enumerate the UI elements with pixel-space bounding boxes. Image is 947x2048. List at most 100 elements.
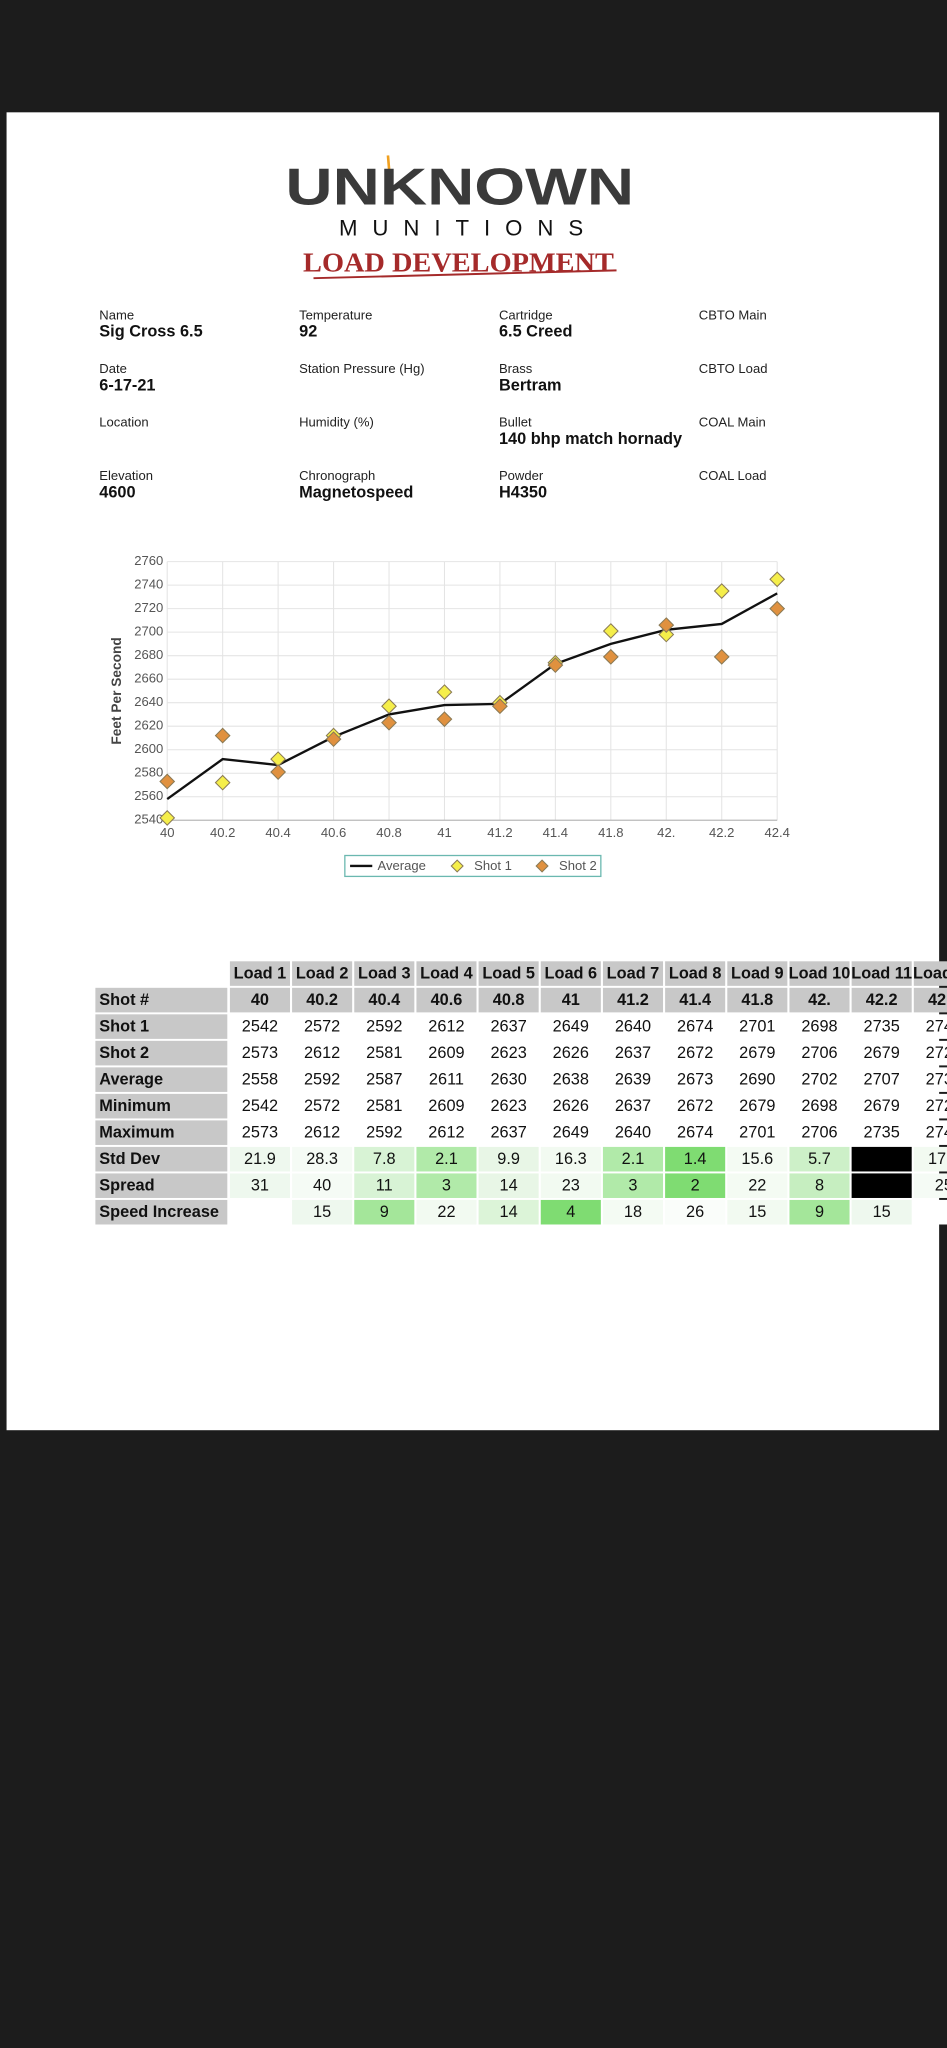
table-cell <box>478 1093 539 1119</box>
row-label-cell <box>95 1199 228 1225</box>
table-cell <box>602 1067 664 1092</box>
table-cell <box>478 1120 539 1145</box>
table-cell <box>540 1120 601 1145</box>
table-cell <box>540 1173 601 1198</box>
field-value: H4350 <box>499 483 547 501</box>
table-cell <box>540 1199 601 1225</box>
table-cell <box>354 1014 415 1039</box>
table-cell <box>478 1146 539 1172</box>
cell-value: 42. <box>808 991 831 1009</box>
shot-marker <box>658 617 675 634</box>
row-label-cell <box>95 1067 228 1092</box>
table-cell <box>540 987 601 1013</box>
row-label: Average <box>99 1071 163 1089</box>
average-line <box>166 592 778 801</box>
cell-value: 2612 <box>304 1044 340 1062</box>
header-cell <box>416 961 477 986</box>
table-cell <box>416 1199 477 1225</box>
table-cell <box>602 1093 664 1119</box>
table-cell <box>229 1120 290 1145</box>
table-cell <box>602 1014 664 1039</box>
table-cell <box>292 1040 353 1066</box>
field-label: Cartridge <box>499 308 553 323</box>
table-cell <box>727 1067 788 1092</box>
cell-value: 2735 <box>864 1124 900 1142</box>
cell-value: 2733 <box>926 1071 947 1089</box>
field-label: CBTO Main <box>699 308 767 323</box>
cell-value: 11 <box>376 1177 393 1195</box>
cell-value: 2542 <box>242 1018 278 1036</box>
table-cell <box>913 1067 947 1092</box>
legend-label: Shot 1 <box>474 858 512 873</box>
y-tick-label: 2760 <box>134 553 163 568</box>
field-value: 6-17-21 <box>99 376 155 394</box>
column-header: Load 11 <box>851 965 912 983</box>
cell-value: 42.4 <box>928 991 947 1009</box>
cell-value: 41.4 <box>679 991 711 1009</box>
table-cell <box>727 1014 788 1039</box>
cell-value: 2674 <box>677 1018 713 1036</box>
table-cell <box>292 1014 353 1039</box>
cell-value: 2637 <box>615 1097 651 1115</box>
cell-value: 2626 <box>553 1097 589 1115</box>
y-tick-label: 2680 <box>134 647 163 662</box>
shot-marker <box>159 809 176 826</box>
table-cell <box>229 1173 290 1198</box>
field-value: Sig Cross 6.5 <box>99 323 202 341</box>
y-axis-label: Feet Per Second <box>109 637 124 744</box>
field-label: Humidity (%) <box>299 415 374 430</box>
table-cell <box>416 1173 477 1198</box>
shot-marker <box>214 774 231 791</box>
cell-value: 2672 <box>677 1097 713 1115</box>
row-label-cell <box>95 1146 228 1172</box>
header-cell <box>913 961 947 986</box>
table-cell <box>416 1014 477 1039</box>
table-cell <box>229 1014 290 1039</box>
table-cell <box>789 1014 850 1039</box>
table-cell <box>416 1040 477 1066</box>
table-cell <box>727 987 788 1013</box>
table-cell <box>354 1173 415 1198</box>
logo-brand: UNKNOWN <box>285 158 634 216</box>
y-tick-label: 2540 <box>134 812 163 827</box>
table-cell <box>913 1040 947 1066</box>
cell-value: 2672 <box>677 1044 713 1062</box>
cell-value: 2612 <box>304 1124 340 1142</box>
table-cell <box>727 1040 788 1066</box>
cell-value: 41 <box>562 991 580 1009</box>
table-cell <box>727 1093 788 1119</box>
cell-value: 2698 <box>801 1018 837 1036</box>
shot-marker <box>602 623 619 639</box>
field-value: 140 bhp match hornady <box>499 430 682 448</box>
logo-underline <box>313 269 617 280</box>
table-cell <box>851 1067 912 1092</box>
table-cell <box>913 987 947 1013</box>
cell-value: 9.9 <box>497 1150 520 1168</box>
field-label: Elevation <box>99 468 153 483</box>
cell-value: 40 <box>313 1177 331 1195</box>
shot-marker <box>713 583 730 599</box>
column-header: Load 3 <box>358 965 411 983</box>
cell-value: 2592 <box>366 1124 402 1142</box>
table-cell <box>354 1146 415 1172</box>
shot-marker <box>602 648 619 665</box>
x-tick-label: 41 <box>437 825 452 840</box>
table-cell <box>416 1093 477 1119</box>
field-label: Name <box>99 308 134 323</box>
header-cell <box>602 961 664 986</box>
table-cell <box>913 1093 947 1119</box>
y-tick-label: 2700 <box>134 624 163 639</box>
table-cell <box>540 1146 601 1172</box>
cell-value: 2558 <box>242 1071 278 1089</box>
column-header: Load 9 <box>731 965 784 983</box>
cell-value: 2630 <box>490 1071 526 1089</box>
legend-box <box>344 854 602 878</box>
header-cell <box>851 961 912 986</box>
cell-value: 14 <box>500 1177 518 1195</box>
table-cell <box>478 1173 539 1198</box>
y-tick-label: 2640 <box>134 694 163 709</box>
cell-value: 2612 <box>428 1124 464 1142</box>
cell-value: 40.4 <box>368 991 400 1009</box>
field-value: 92 <box>299 323 317 341</box>
table-cell <box>292 1146 353 1172</box>
